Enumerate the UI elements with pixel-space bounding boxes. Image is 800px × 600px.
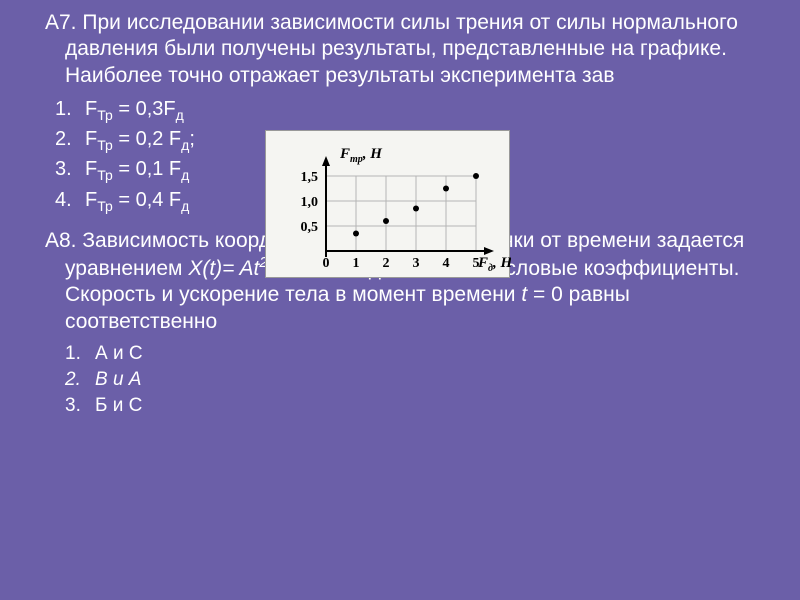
a8-option-1: 1.А и С <box>55 341 770 367</box>
question-a7-text: А7. При исследовании зависимости силы тр… <box>45 10 770 89</box>
a7-option-1: 1.FТр = 0,3Fд <box>55 95 770 125</box>
a8-option-3: 3.Б и С <box>55 393 770 419</box>
friction-chart: 0123450,51,01,5Fтр, НFд, H <box>265 130 510 278</box>
svg-text:0,5: 0,5 <box>301 220 319 235</box>
svg-text:3: 3 <box>413 256 420 271</box>
a8-options: 1.А и С 2.В и А 3.Б и С <box>45 341 770 420</box>
svg-text:Fтр, Н: Fтр, Н <box>339 146 383 165</box>
chart-svg: 0123450,51,01,5Fтр, НFд, H <box>266 131 511 279</box>
svg-text:2: 2 <box>383 256 390 271</box>
svg-text:0: 0 <box>323 256 330 271</box>
svg-text:4: 4 <box>443 256 450 271</box>
a8-option-2: 2.В и А <box>55 367 770 393</box>
svg-text:1: 1 <box>353 256 360 271</box>
svg-text:1,5: 1,5 <box>301 170 319 185</box>
svg-text:Fд, H: Fд, H <box>477 255 511 274</box>
svg-text:1,0: 1,0 <box>301 195 319 210</box>
